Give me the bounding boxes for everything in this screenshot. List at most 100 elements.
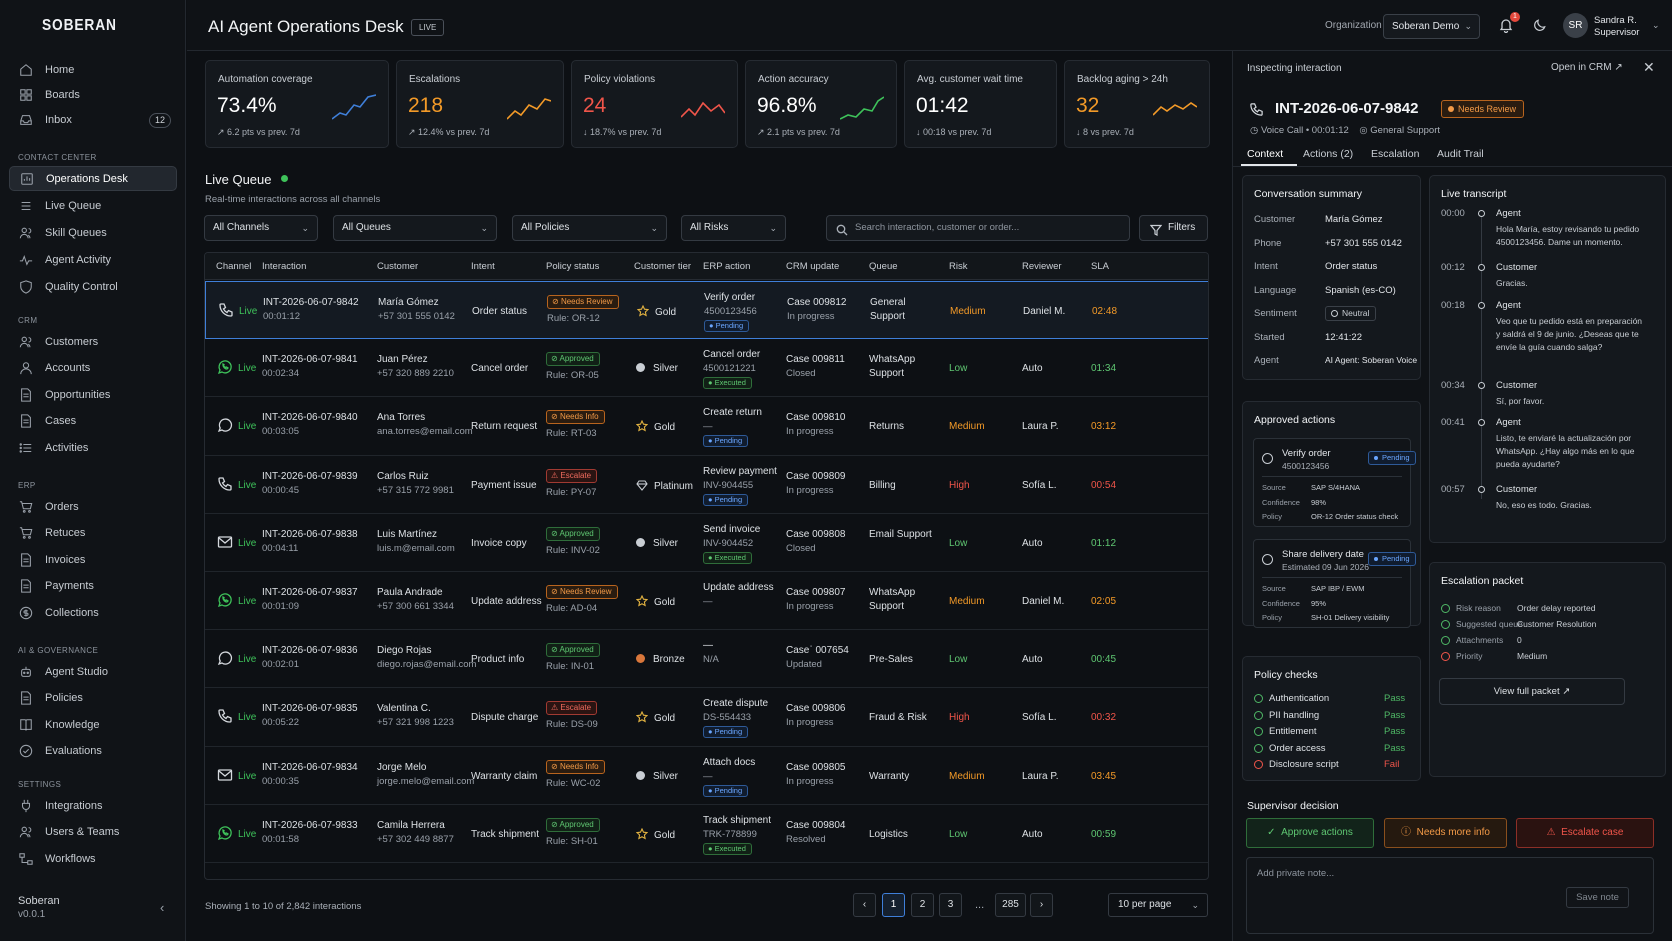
sidebar-item-policies[interactable]: Policies: [9, 686, 177, 711]
escalate-case-button[interactable]: ⚠ Escalate case: [1516, 818, 1654, 848]
crm-update-cell[interactable]: Case 009807 In progress: [786, 586, 846, 614]
erp-action-cell[interactable]: Verify order 4500123456 ● Pending: [704, 291, 757, 333]
table-row[interactable]: Live INT-2026-06-07-9834 00:00:35 Jorge Mel…: [205, 747, 1208, 805]
customer-cell[interactable]: Camila Herrera +57 302 449 8877: [377, 819, 454, 847]
close-panel-icon[interactable]: ✕: [1643, 59, 1655, 75]
user-menu[interactable]: Sandra R. Supervisor: [1594, 15, 1639, 39]
column-header-customer[interactable]: Customer: [377, 261, 419, 272]
sidebar-item-agent-studio[interactable]: Agent Studio: [9, 659, 177, 684]
customer-cell[interactable]: María Gómez +57 301 555 0142: [378, 296, 455, 324]
column-header-intent[interactable]: Intent: [471, 261, 495, 272]
interaction-cell[interactable]: INT-2026-06-07-9834 00:00:35: [262, 761, 358, 789]
sidebar-item-workflows[interactable]: Workflows: [9, 846, 177, 871]
sidebar-item-customers[interactable]: Customers: [9, 329, 177, 354]
column-header-customer-tier[interactable]: Customer tier: [634, 261, 692, 272]
table-row[interactable]: Live INT-2026-06-07-9840 00:03:05 Ana Torre…: [205, 397, 1208, 456]
next-page-button[interactable]: ›: [1030, 893, 1053, 917]
interaction-cell[interactable]: INT-2026-06-07-9833 00:01:58: [262, 819, 358, 847]
sidebar-item-evaluations[interactable]: Evaluations: [9, 739, 177, 764]
crm-update-cell[interactable]: Case 009804 Resolved: [786, 819, 846, 847]
customer-cell[interactable]: Paula Andrade +57 300 661 3344: [377, 586, 454, 614]
page-button-last[interactable]: 285: [995, 893, 1026, 917]
crm-update-cell[interactable]: Case 009810 In progress: [786, 411, 846, 439]
open-in-crm-link[interactable]: Open in CRM ↗: [1551, 62, 1623, 73]
policy-filter[interactable]: All Policies ⌄: [512, 215, 667, 241]
erp-action-cell[interactable]: Update address —: [703, 581, 774, 609]
crm-update-cell[interactable]: Case 009808 Closed: [786, 528, 846, 556]
sidebar-item-payments[interactable]: Payments: [9, 574, 177, 599]
erp-action-cell[interactable]: — N/A: [703, 639, 719, 667]
sidebar-item-cases[interactable]: Cases: [9, 409, 177, 434]
tab-audit-trail[interactable]: Audit Trail: [1437, 148, 1484, 160]
private-note-field[interactable]: Add private note...: [1246, 857, 1654, 934]
erp-action-cell[interactable]: Create return — ● Pending: [703, 406, 762, 448]
tab-context[interactable]: Context: [1247, 148, 1284, 160]
sidebar-item-inbox[interactable]: Inbox 12: [9, 107, 177, 132]
sidebar-item-live-queue[interactable]: Live Queue: [9, 193, 177, 218]
notifications-bell-icon[interactable]: [1498, 17, 1514, 34]
sidebar-item-collections[interactable]: Collections: [9, 600, 177, 625]
interaction-cell[interactable]: INT-2026-06-07-9838 00:04:11: [262, 528, 358, 556]
erp-action-cell[interactable]: Track shipment TRK-778899 ● Executed: [703, 814, 771, 856]
sidebar-item-operations-desk[interactable]: Operations Desk: [9, 166, 177, 191]
sidebar-item-agent-activity[interactable]: Agent Activity: [9, 247, 177, 272]
customer-cell[interactable]: Luis Martínez luis.m@email.com: [377, 528, 455, 556]
erp-action-cell[interactable]: Create dispute DS-554433 ● Pending: [703, 697, 768, 739]
customer-cell[interactable]: Valentina C. +57 321 998 1223: [377, 702, 454, 730]
crm-update-cell[interactable]: Case 009805 In progress: [786, 761, 846, 789]
table-row[interactable]: Live INT-2026-06-07-9838 00:04:11 Luis Mart…: [205, 514, 1208, 572]
column-header-crm-update[interactable]: CRM update: [786, 261, 840, 272]
sidebar-item-accounts[interactable]: Accounts: [9, 356, 177, 381]
sidebar-item-users-teams[interactable]: Users & Teams: [9, 820, 177, 845]
customer-cell[interactable]: Juan Pérez +57 320 889 2210: [377, 353, 454, 381]
column-header-interaction[interactable]: Interaction: [262, 261, 307, 272]
sidebar-item-quality-control[interactable]: Quality Control: [9, 274, 177, 299]
sidebar-item-home[interactable]: Home: [9, 57, 177, 82]
crm-update-cell[interactable]: Case 009809 In progress: [786, 470, 846, 498]
approved-action-item[interactable]: Share delivery date Estimated 09 Jun 2026…: [1253, 539, 1416, 628]
approved-action-item[interactable]: Verify order 4500123456 Pending Source SAP S…: [1253, 438, 1416, 527]
erp-action-cell[interactable]: Attach docs — ● Pending: [703, 756, 755, 798]
tab-actions[interactable]: Actions (2): [1303, 148, 1354, 160]
erp-action-cell[interactable]: Send invoice INV-904452 ● Executed: [703, 523, 760, 565]
tab-escalation[interactable]: Escalation: [1371, 148, 1420, 160]
needs-more-info-button[interactable]: ⓘ Needs more info: [1384, 818, 1507, 848]
sidebar-item-boards[interactable]: Boards: [9, 82, 177, 107]
sidebar-item-opportunities[interactable]: Opportunities: [9, 382, 177, 407]
crm-update-cell[interactable]: Case 009812 In progress: [787, 296, 847, 324]
table-row[interactable]: Live INT-2026-06-07-9841 00:02:34 Juan Pére…: [205, 339, 1208, 398]
crm-update-cell[interactable]: Case 009811 Closed: [786, 353, 845, 381]
table-row[interactable]: Live INT-2026-06-07-9835 00:05:22 Valentina…: [205, 688, 1208, 747]
interaction-cell[interactable]: INT-2026-06-07-9840 00:03:05: [262, 411, 358, 439]
customer-cell[interactable]: Ana Torres ana.torres@email.com: [377, 411, 473, 439]
page-button-2[interactable]: 2: [911, 893, 934, 917]
table-row[interactable]: Live INT-2026-06-07-9833 00:01:58 Camila He…: [205, 805, 1208, 863]
column-header-reviewer[interactable]: Reviewer: [1022, 261, 1062, 272]
table-row[interactable]: Live INT-2026-06-07-9839 00:00:45 Carlos Ru…: [205, 456, 1208, 514]
interaction-cell[interactable]: INT-2026-06-07-9841 00:02:34: [262, 353, 358, 381]
approve-actions-button[interactable]: ✓ Approve actions: [1246, 818, 1374, 848]
customer-cell[interactable]: Diego Rojas diego.rojas@email.com: [377, 644, 476, 672]
column-header-queue[interactable]: Queue: [869, 261, 898, 272]
interaction-cell[interactable]: INT-2026-06-07-9839 00:00:45: [262, 470, 358, 498]
interaction-cell[interactable]: INT-2026-06-07-9842 00:01:12: [263, 296, 359, 324]
workspace-footer[interactable]: Soberan v0.0.1: [18, 894, 60, 922]
erp-action-cell[interactable]: Review payment INV-904455 ● Pending: [703, 465, 777, 507]
column-header-policy-status[interactable]: Policy status: [546, 261, 600, 272]
organization-select[interactable]: Soberan Demo ⌄: [1383, 14, 1480, 39]
user-avatar[interactable]: SR: [1563, 13, 1588, 38]
theme-moon-icon[interactable]: [1533, 17, 1548, 32]
risk-filter[interactable]: All Risks ⌄: [681, 215, 786, 241]
sidebar-item-activities[interactable]: Activities: [9, 435, 177, 460]
column-header-erp-action[interactable]: ERP action: [703, 261, 751, 272]
chevron-down-icon[interactable]: ⌄: [1652, 20, 1660, 30]
table-row[interactable]: Live INT-2026-06-07-9836 00:02:01 Diego Roj…: [205, 630, 1208, 689]
table-row[interactable]: Live INT-2026-06-07-9837 00:01:09 Paula And…: [205, 572, 1208, 631]
customer-cell[interactable]: Jorge Melo jorge.melo@email.com: [377, 761, 474, 789]
interaction-cell[interactable]: INT-2026-06-07-9837 00:01:09: [262, 586, 358, 614]
queue-filter[interactable]: All Queues ⌄: [333, 215, 497, 241]
prev-page-button[interactable]: ‹: [853, 893, 876, 917]
sidebar-item-knowledge[interactable]: Knowledge: [9, 712, 177, 737]
sidebar-item-integrations[interactable]: Integrations: [9, 793, 177, 818]
collapse-sidebar-icon[interactable]: ‹: [160, 900, 165, 915]
